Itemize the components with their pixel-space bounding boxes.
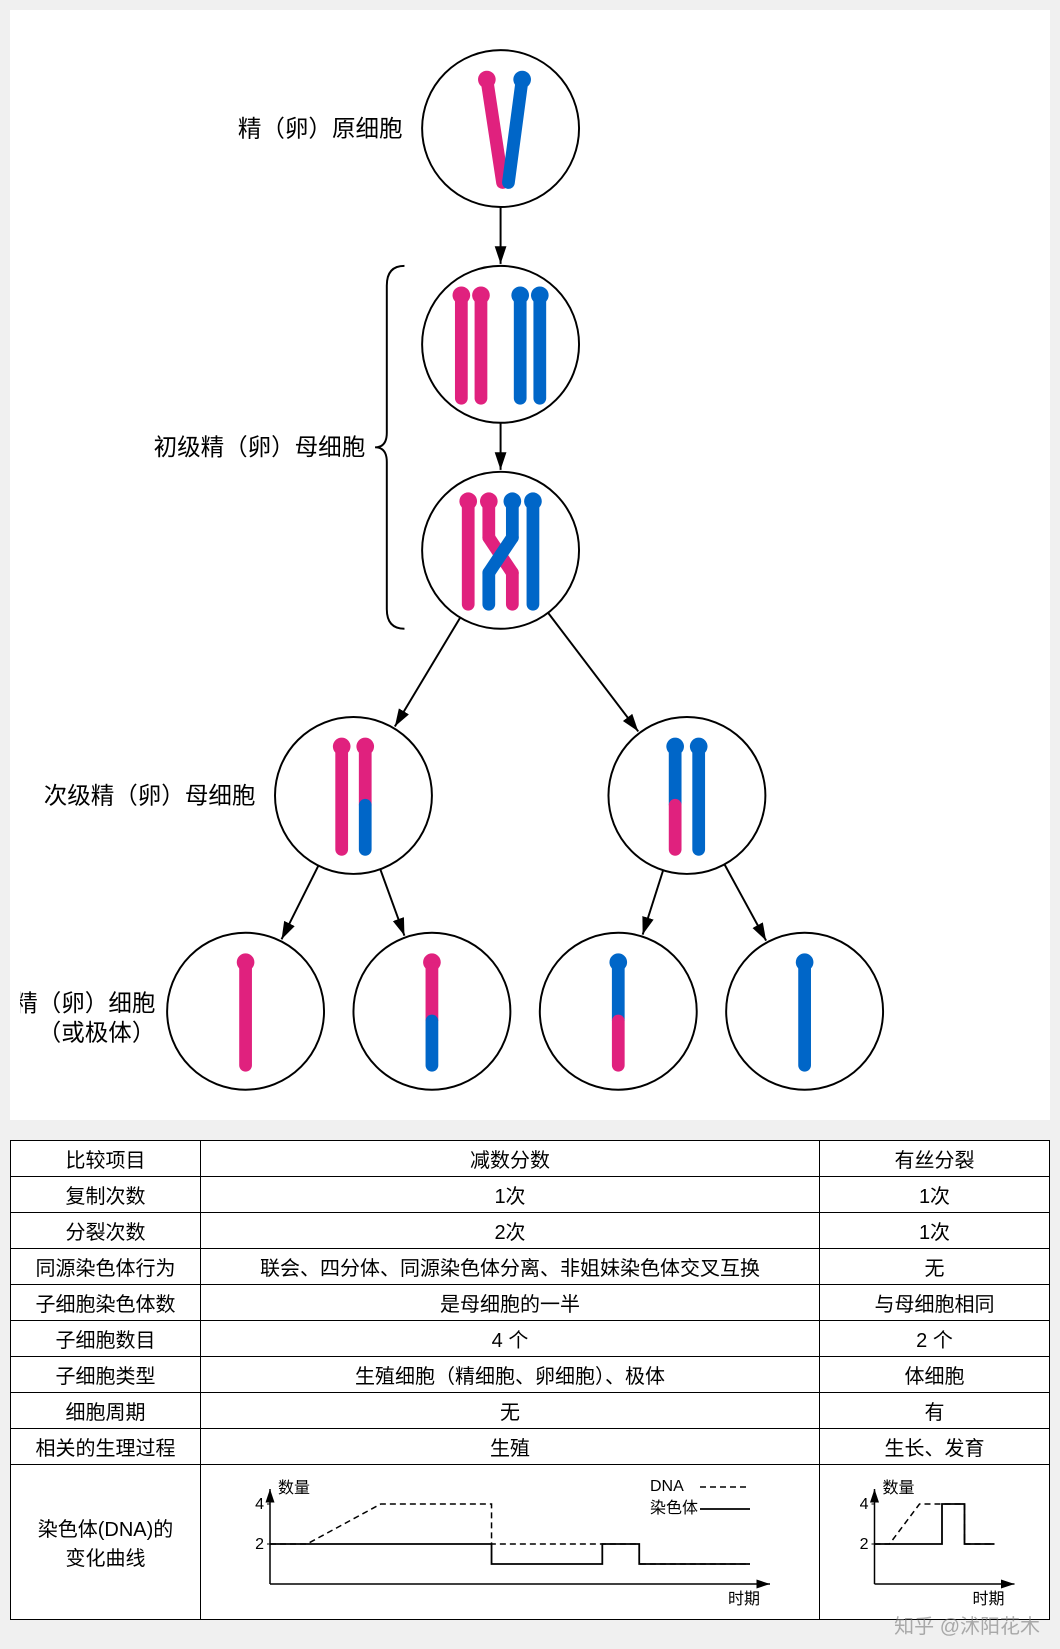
stage-label: 次级精（卵）母细胞	[44, 782, 256, 808]
flow-arrow	[724, 864, 766, 940]
flow-arrow	[643, 870, 663, 934]
table-header: 减数分数	[201, 1141, 820, 1177]
table-cell: 1次	[820, 1213, 1050, 1249]
table-cell: 同源染色体行为	[11, 1249, 201, 1285]
flow-arrow	[380, 869, 404, 935]
flow-arrow	[282, 866, 319, 940]
table-cell: 生殖	[201, 1429, 820, 1465]
cell-c2	[422, 266, 579, 423]
svg-text:时期: 时期	[728, 1590, 760, 1608]
mini-chart: 数量时期 2 4	[824, 1469, 1045, 1609]
table-cell: 与母细胞相同	[820, 1285, 1050, 1321]
cell-c5a	[167, 933, 324, 1090]
stage-label: （或极体）	[38, 1020, 156, 1046]
flow-arrow	[548, 613, 638, 732]
stage-label: 精（卵）细胞	[20, 990, 155, 1016]
comparison-table-panel: 比较项目减数分数有丝分裂复制次数1次1次分裂次数2次1次同源染色体行为联会、四分…	[10, 1140, 1050, 1620]
meiosis-diagram: 精（卵）原细胞初级精（卵）母细胞次级精（卵）母细胞精（卵）细胞 （或极体）	[10, 10, 1050, 1120]
table-cell: 有	[820, 1393, 1050, 1429]
cell-c5b	[353, 933, 510, 1090]
table-header: 有丝分裂	[820, 1141, 1050, 1177]
svg-text:2: 2	[860, 1536, 869, 1553]
table-cell: 无	[201, 1393, 820, 1429]
svg-text:DNA: DNA	[650, 1478, 684, 1495]
svg-text:4: 4	[255, 1496, 264, 1513]
diagram-svg: 精（卵）原细胞初级精（卵）母细胞次级精（卵）母细胞精（卵）细胞 （或极体）	[20, 20, 1040, 1110]
stage-label: 精（卵）原细胞	[238, 115, 403, 141]
cell-c4a	[275, 717, 432, 874]
comparison-table: 比较项目减数分数有丝分裂复制次数1次1次分裂次数2次1次同源染色体行为联会、四分…	[10, 1140, 1050, 1620]
svg-text:数量: 数量	[883, 1479, 915, 1497]
table-cell: 子细胞染色体数	[11, 1285, 201, 1321]
cell-c5d	[726, 933, 883, 1090]
brace	[375, 266, 404, 629]
table-cell: 子细胞类型	[11, 1357, 201, 1393]
table-cell: 细胞周期	[11, 1393, 201, 1429]
svg-text:4: 4	[860, 1496, 869, 1513]
table-cell: 生殖细胞（精细胞、卵细胞）、极体	[201, 1357, 820, 1393]
table-cell: 1次	[201, 1177, 820, 1213]
flow-arrow	[395, 618, 460, 727]
table-cell: 生长、发育	[820, 1429, 1050, 1465]
table-cell: 体细胞	[820, 1357, 1050, 1393]
table-cell: 相关的生理过程	[11, 1429, 201, 1465]
stage-label: 初级精（卵）母细胞	[154, 434, 366, 460]
mini-chart: 数量时期 2 4 DNA 染色体	[205, 1469, 815, 1609]
table-cell: 子细胞数目	[11, 1321, 201, 1357]
table-cell: 复制次数	[11, 1177, 201, 1213]
cell-c1	[422, 50, 579, 207]
cell-c3	[422, 472, 579, 629]
table-cell: 4 个	[201, 1321, 820, 1357]
table-cell: 数量时期 2 4 DNA 染色体	[201, 1465, 820, 1620]
svg-text:染色体: 染色体	[650, 1499, 698, 1517]
table-cell: 数量时期 2 4	[820, 1465, 1050, 1620]
table-cell: 2次	[201, 1213, 820, 1249]
table-cell: 2 个	[820, 1321, 1050, 1357]
table-cell: 是母细胞的一半	[201, 1285, 820, 1321]
cell-c4b	[608, 717, 765, 874]
table-cell: 分裂次数	[11, 1213, 201, 1249]
svg-text:时期: 时期	[972, 1590, 1004, 1608]
table-cell: 联会、四分体、同源染色体分离、非姐妹染色体交叉互换	[201, 1249, 820, 1285]
table-header: 比较项目	[11, 1141, 201, 1177]
svg-text:数量: 数量	[278, 1479, 310, 1497]
table-cell: 1次	[820, 1177, 1050, 1213]
cell-c5c	[540, 933, 697, 1090]
table-cell: 染色体(DNA)的变化曲线	[11, 1465, 201, 1620]
table-cell: 无	[820, 1249, 1050, 1285]
svg-text:2: 2	[255, 1536, 264, 1553]
